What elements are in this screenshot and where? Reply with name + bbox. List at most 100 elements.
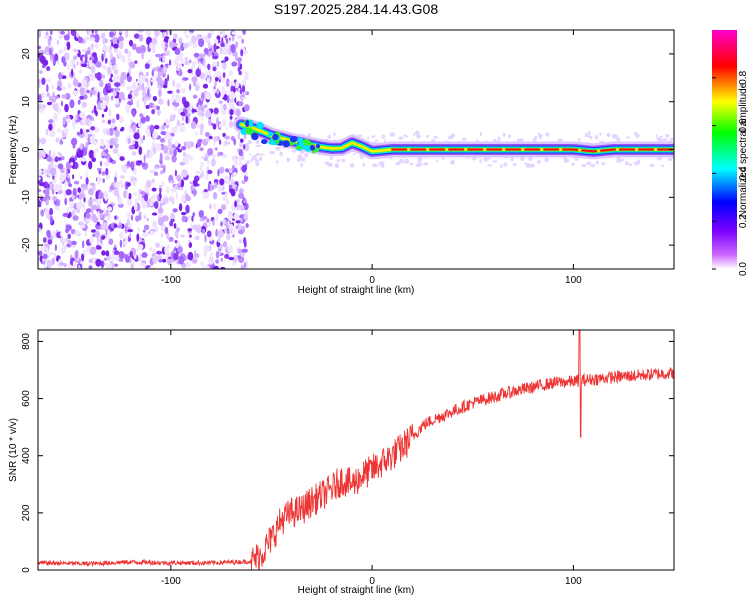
snr-panel: -100 0 100 0 200 400 600 800 Height of straight… (8, 329, 675, 596)
noise-speckle (220, 103, 223, 112)
band-halo-speckle (606, 132, 611, 138)
noise-speckle (40, 137, 47, 145)
band-halo-speckle (367, 136, 370, 140)
noise-speckle (100, 102, 107, 110)
noise-speckle (240, 217, 243, 223)
noise-speckle (231, 36, 235, 42)
noise-speckle (107, 206, 113, 212)
noise-speckle (196, 33, 200, 42)
noise-speckle (226, 230, 230, 235)
noise-speckle (95, 259, 102, 267)
noise-speckle (181, 169, 188, 178)
noise-speckle (69, 201, 75, 208)
noise-speckle (80, 157, 87, 162)
onset-blob (302, 138, 310, 146)
noise-speckle (76, 131, 81, 136)
noise-speckle (177, 149, 182, 153)
colorbar-tick-label: 0.4 (738, 166, 749, 180)
noise-speckle (50, 167, 57, 176)
band-halo-speckle (414, 130, 420, 136)
band-halo-speckle (245, 160, 250, 165)
noise-speckle (220, 266, 226, 269)
noise-speckle (163, 197, 169, 204)
snr-marks (38, 330, 674, 570)
noise-speckle (128, 233, 132, 239)
noise-speckle (72, 78, 79, 87)
band-halo-speckle (524, 162, 527, 165)
band-halo-speckle (299, 157, 306, 162)
noise-speckle (105, 167, 109, 176)
noise-speckle (129, 250, 133, 259)
noise-speckle (119, 231, 124, 240)
band-halo-speckle (433, 135, 438, 139)
noise-speckle (89, 236, 94, 244)
noise-speckle (137, 244, 144, 250)
noise-speckle (186, 140, 192, 150)
band-halo-speckle (341, 158, 346, 163)
noise-speckle (72, 90, 79, 95)
noise-speckle (196, 107, 199, 112)
noise-speckle (183, 30, 187, 35)
band-halo-speckle (584, 134, 591, 138)
noise-speckle (86, 89, 90, 94)
noise-speckle (208, 136, 213, 140)
noise-speckle (161, 181, 165, 186)
noise-speckle (156, 109, 161, 116)
noise-speckle (155, 242, 161, 248)
band-halo-speckle (660, 164, 664, 167)
spectrogram-y-label: Frequency (Hz) (8, 116, 19, 185)
noise-speckle (203, 244, 210, 253)
noise-speckle (125, 30, 129, 39)
noise-speckle (106, 215, 112, 221)
noise-speckle (219, 123, 222, 129)
noise-speckle (57, 30, 61, 35)
noise-speckle (225, 126, 229, 130)
noise-speckle (119, 239, 123, 248)
noise-speckle (61, 156, 65, 161)
noise-speckle (47, 234, 51, 238)
noise-speckle (79, 95, 85, 100)
noise-speckle (182, 151, 186, 157)
noise-speckle (133, 88, 139, 97)
noise-speckle (152, 220, 158, 229)
spectrogram-x-label: Height of straight line (km) (298, 285, 415, 296)
noise-speckle (38, 151, 43, 159)
noise-speckle (232, 255, 239, 263)
noise-speckle (149, 247, 153, 252)
noise-speckle (181, 211, 187, 216)
noise-speckle (228, 167, 233, 174)
noise-speckle (82, 240, 85, 249)
noise-speckle (210, 108, 213, 113)
noise-speckle (218, 100, 223, 104)
noise-speckle (220, 46, 223, 55)
noise-speckle (127, 138, 131, 145)
noise-speckle (92, 52, 97, 58)
noise-speckle (237, 132, 241, 140)
snr-x-tick-label: 0 (369, 576, 375, 587)
band-halo-speckle (450, 160, 455, 165)
band-halo-speckle (499, 164, 503, 169)
noise-speckle (124, 225, 127, 234)
noise-speckle (80, 128, 83, 135)
colorbar-gradient (712, 30, 737, 269)
noise-speckle (222, 196, 226, 201)
noise-speckle (160, 131, 167, 136)
noise-speckle (85, 220, 89, 224)
noise-speckle (219, 166, 225, 174)
noise-speckle (42, 196, 46, 202)
noise-speckle (199, 130, 203, 135)
noise-speckle (68, 183, 73, 188)
noise-speckle (134, 60, 138, 64)
band-halo-speckle (327, 135, 332, 139)
noise-speckle (158, 98, 164, 105)
noise-speckle (160, 233, 163, 238)
band-halo-speckle (403, 134, 407, 137)
noise-speckle (99, 212, 104, 219)
band-halo-speckle (529, 163, 535, 168)
noise-speckle (51, 84, 55, 90)
band-halo-speckle (528, 159, 531, 162)
noise-speckle (235, 108, 241, 117)
noise-speckle (167, 74, 170, 82)
band-halo-speckle (512, 163, 517, 167)
band-halo-speckle (544, 157, 549, 163)
